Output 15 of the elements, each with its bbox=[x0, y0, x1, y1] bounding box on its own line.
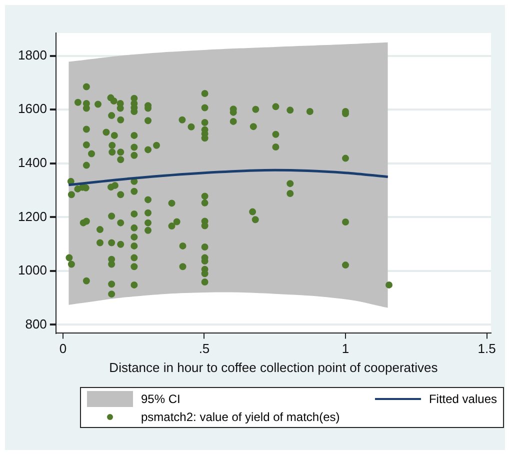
x-tick-label: 0 bbox=[59, 341, 67, 356]
legend-label: Fitted values bbox=[428, 392, 497, 406]
x-tick-label: .5 bbox=[198, 341, 210, 356]
y-tick-label: 1600 bbox=[18, 101, 47, 116]
y-tick-label: 1400 bbox=[18, 154, 47, 170]
y-tick-label: 800 bbox=[25, 316, 47, 332]
y-tick-label: 1000 bbox=[18, 262, 47, 278]
y-tick-label: 1800 bbox=[18, 47, 47, 62]
text: 95% CI bbox=[141, 392, 180, 406]
y-tick-label: 1200 bbox=[18, 208, 47, 224]
legend-label: psmatch2: value of yield of match(es) bbox=[141, 410, 340, 424]
x-axis-title: Distance in hour to coffee collection point of cooperatives bbox=[109, 360, 438, 375]
x-tick-label: 1.5 bbox=[478, 341, 496, 356]
line-series bbox=[67, 168, 390, 186]
x-tick-label: 1 bbox=[342, 341, 350, 356]
